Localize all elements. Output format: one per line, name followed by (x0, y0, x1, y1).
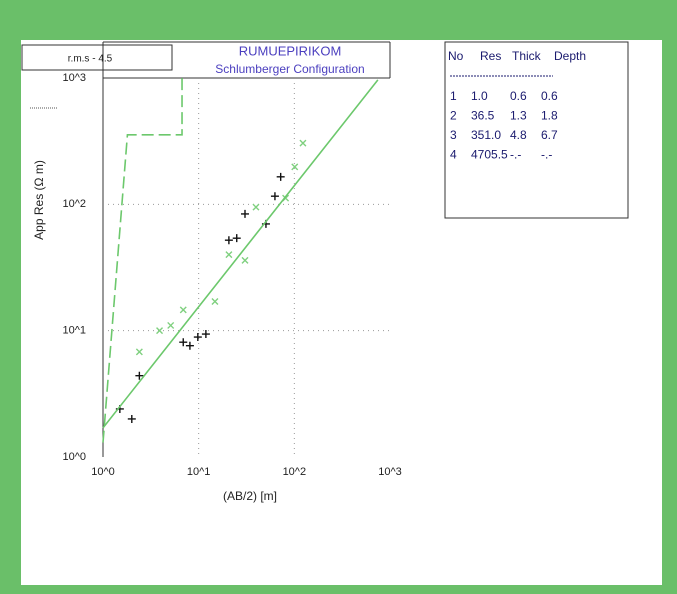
chart-subtitle: Schlumberger Configuration (215, 62, 364, 76)
data-point (276, 172, 285, 181)
table-cell: 0.6 (510, 89, 527, 103)
table-cell: 1.8 (541, 109, 558, 123)
data-point (167, 321, 175, 329)
table-cell: 1.3 (510, 109, 527, 123)
x-tick-label: 10^2 (283, 466, 307, 478)
data-point (211, 298, 219, 306)
table: No Res Thick Depth 1 1.0 0.6 0.6 2 36.5 1.3 1.8 3 351… (448, 49, 586, 162)
fit-line (102, 79, 379, 429)
table-cell: 0.6 (541, 89, 558, 103)
table-cell: -.- (510, 148, 521, 162)
table-header: Depth (554, 49, 586, 63)
rms-label: r.m.s - 4.5 (68, 54, 113, 65)
data-point (252, 203, 260, 211)
y-tick-label: 10^2 (62, 198, 86, 210)
table-cell: 351.0 (471, 128, 501, 142)
table-header: No (448, 49, 464, 63)
table-cell: 4705.5 (471, 148, 508, 162)
data-point (201, 330, 210, 339)
data-point (224, 236, 233, 245)
table-header: Thick (512, 49, 542, 63)
chart-title: RUMUEPIRIKOM (239, 43, 342, 58)
x-tick-label: 10^3 (378, 466, 402, 478)
data-point (232, 234, 241, 243)
rms-box (21, 44, 173, 71)
table-cell: 1.0 (471, 89, 488, 103)
table-cell: 2 (450, 109, 457, 123)
data-point (156, 327, 164, 335)
table-header: Res (480, 49, 501, 63)
data-point (240, 209, 249, 218)
table-cell: -.- (541, 148, 552, 162)
data-point (299, 139, 307, 147)
table-cell: 3 (450, 128, 457, 142)
plot: 10^0 10^1 10^2 10^3 10^0 10^1 10^2 10^3 (62, 72, 401, 478)
data-point (225, 251, 233, 259)
data-point (241, 256, 249, 264)
table-cell: 4.8 (510, 128, 527, 142)
model-curve (102, 78, 183, 443)
x-tick-label: 10^1 (187, 466, 211, 478)
table-cell: 4 (450, 148, 457, 162)
data-point (127, 414, 136, 423)
y-tick-label: 10^3 (62, 72, 86, 84)
x-tick-label: 10^0 (91, 466, 115, 478)
table-cell: 36.5 (471, 109, 495, 123)
data-point (179, 306, 187, 314)
data-point (193, 333, 202, 342)
data-point (185, 341, 194, 350)
data-point (135, 371, 144, 380)
table-cell: 6.7 (541, 128, 558, 142)
y-tick-label: 10^0 (62, 451, 86, 463)
table-box (444, 41, 629, 219)
y-axis-label: App Res (Ω m) (32, 160, 46, 240)
x-axis-label: (AB/2) [m] (223, 489, 277, 503)
data-point (135, 348, 143, 356)
y-tick-label: 10^1 (62, 325, 86, 337)
data-point (270, 192, 279, 201)
table-cell: 1 (450, 89, 457, 103)
data-point (179, 338, 188, 347)
data-point (291, 163, 299, 171)
